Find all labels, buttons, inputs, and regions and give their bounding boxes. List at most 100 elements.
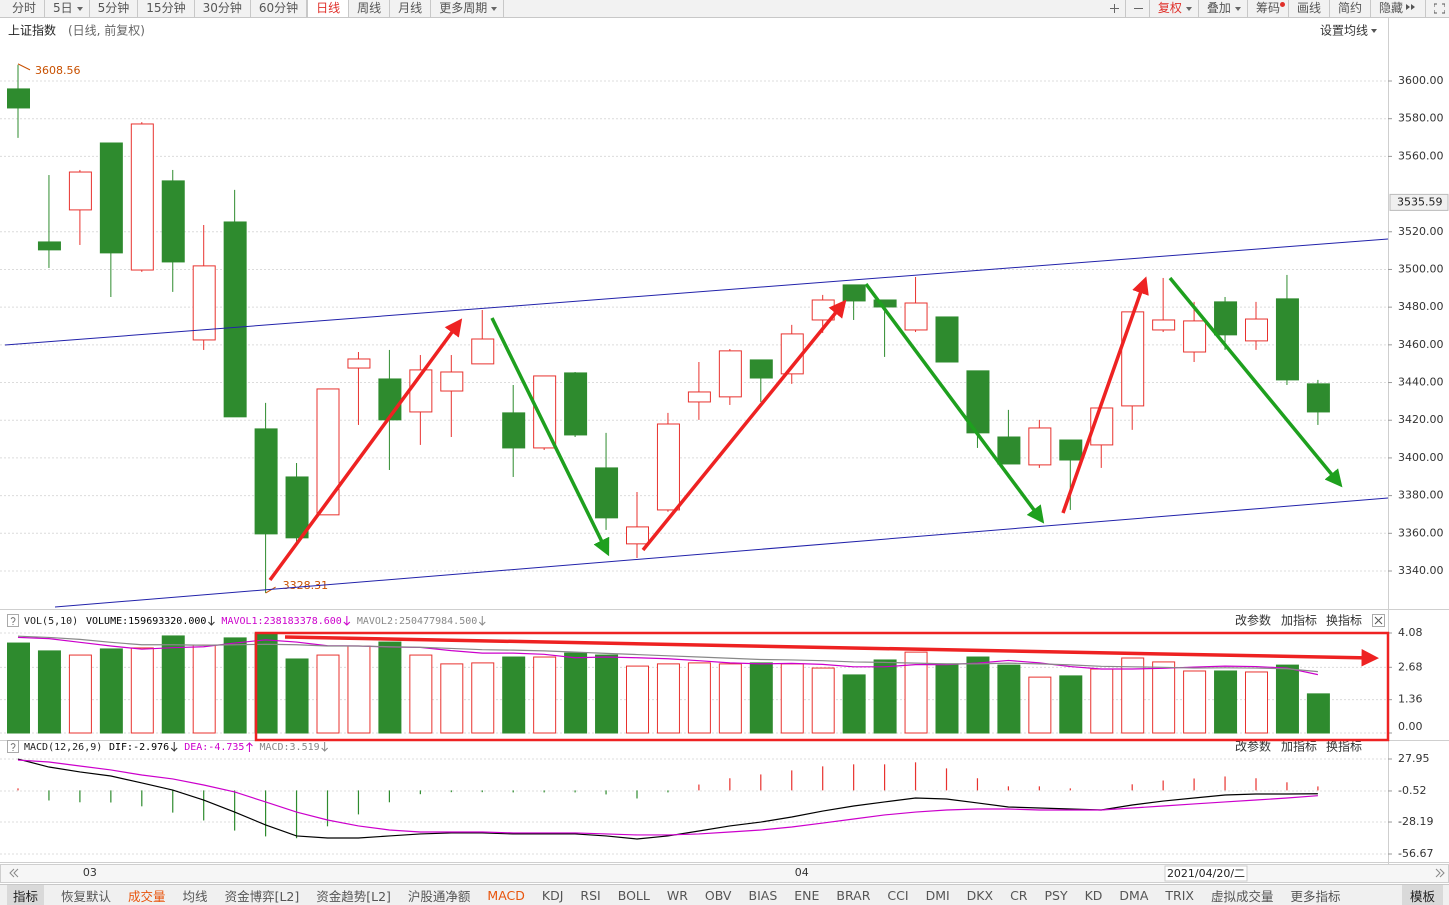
indicator-title: MACD(12,26,9)	[24, 742, 102, 753]
candle-body	[192, 265, 216, 341]
period-tab[interactable]: 30分钟	[195, 0, 251, 17]
indicator-tab[interactable]: TRIX	[1165, 888, 1194, 903]
panel-button[interactable]: 换指标	[1326, 739, 1362, 754]
volume-bar	[1306, 693, 1330, 734]
tool-button[interactable]: 隐藏	[1371, 0, 1426, 17]
volume-bar	[316, 654, 340, 734]
indicator-tab[interactable]: DMA	[1119, 888, 1149, 903]
tool-button[interactable]: 筹码	[1248, 0, 1289, 17]
help-button[interactable]	[7, 614, 19, 627]
indicator-tab[interactable]: DMI	[925, 888, 950, 903]
volume-bar	[687, 662, 711, 734]
indicator-tab[interactable]: MACD	[487, 888, 525, 903]
annotation-pointer	[265, 586, 276, 594]
indicator-tab[interactable]: RSI	[580, 888, 601, 903]
indicator-tab[interactable]: CR	[1010, 888, 1028, 903]
y-tick-label: 3560.00	[1398, 149, 1444, 162]
volume-bar	[1059, 675, 1083, 734]
panel-button[interactable]: 加指标	[1281, 613, 1317, 628]
x-tick-label: 03	[83, 866, 97, 879]
period-tab[interactable]: 分时	[4, 0, 46, 17]
volume-bar	[99, 648, 123, 734]
y-tick-label: 3340.00	[1398, 564, 1444, 577]
period-tab[interactable]: 月线	[390, 0, 432, 17]
chart-subtitle: (日线, 前复权)	[68, 23, 145, 38]
indicator-tab[interactable]: KD	[1084, 888, 1103, 903]
y-tick-label: 3600.00	[1398, 74, 1444, 87]
panel-button[interactable]: 加指标	[1281, 739, 1317, 754]
period-tab[interactable]: 更多周期	[431, 0, 505, 17]
scroll-left[interactable]	[9, 868, 19, 878]
indicator-tab[interactable]: 资金趋势[L2]	[316, 889, 391, 904]
indicator-tab[interactable]: 资金博弈[L2]	[224, 889, 300, 904]
indicator-tab[interactable]: BOLL	[617, 888, 650, 903]
cursor-date-box	[1164, 865, 1248, 882]
indicator-tab[interactable]: OBV	[704, 888, 732, 903]
panel-button[interactable]: 改参数	[1235, 739, 1271, 754]
y-tick-label: 3380.00	[1398, 489, 1444, 502]
period-tab[interactable]: 5日	[45, 0, 90, 17]
indicator-tab[interactable]: BRAR	[836, 888, 871, 903]
period-tab[interactable]: 15分钟	[138, 0, 195, 17]
volume-bar	[656, 663, 680, 734]
indicator-tab[interactable]: 恢复默认	[61, 889, 112, 904]
trend-arrow	[284, 635, 1379, 667]
y-tick-label: 3580.00	[1398, 112, 1444, 125]
indicator-tab[interactable]: 更多指标	[1290, 889, 1341, 904]
indicator-tab[interactable]: ENE	[794, 888, 820, 903]
indicator-tab[interactable]: 模板	[1401, 885, 1443, 905]
tool-button[interactable]: 简约	[1330, 0, 1371, 17]
candle-body	[842, 284, 866, 302]
volume-bar	[873, 659, 897, 734]
panel-button[interactable]: 改参数	[1235, 613, 1271, 628]
period-tabs: 分时 5日 5分钟 15分钟 30分钟 60分钟 日线 周线 月线 更多周期	[4, 0, 505, 17]
candle-body	[935, 316, 959, 363]
indicator-tab[interactable]: WR	[666, 888, 688, 903]
indicator-tab[interactable]: BIAS	[748, 888, 778, 903]
indicator-line	[17, 758, 1318, 840]
period-tab[interactable]: 日线	[307, 0, 350, 17]
period-tab[interactable]: 周线	[349, 0, 391, 17]
tool-button[interactable]: 复权	[1150, 0, 1199, 17]
candle-body	[130, 123, 154, 271]
trend-arrow	[490, 317, 610, 557]
candle-body	[1121, 311, 1145, 407]
indicator-tab[interactable]: PSY	[1044, 888, 1068, 903]
period-tab[interactable]: 60分钟	[251, 0, 308, 17]
indicator-tab[interactable]: 均线	[182, 889, 208, 904]
volume-bar	[7, 642, 30, 734]
indicator-tab[interactable]: CCI	[887, 888, 909, 903]
indicator-tab[interactable]: KDJ	[541, 888, 564, 903]
plus-button[interactable]	[1102, 0, 1126, 17]
indicator-tab[interactable]: 指标	[7, 885, 45, 905]
y-tick-label: 1.36	[1398, 693, 1423, 706]
scroll-right[interactable]	[1435, 868, 1445, 878]
ma-setting[interactable]: 设置均线	[1320, 24, 1368, 38]
volume-bar	[533, 656, 557, 734]
indicator-tab[interactable]: 沪股通净额	[407, 889, 471, 904]
user-drawings	[4, 238, 1390, 742]
candle-body	[1245, 318, 1268, 342]
tool-button[interactable]: 叠加	[1199, 0, 1248, 17]
legend-item: DEA:-4.735	[184, 742, 244, 753]
fullscreen-button[interactable]	[1426, 0, 1449, 17]
indicator-line	[17, 759, 1318, 836]
x-tick-label: 04	[795, 866, 809, 879]
indicator-tab[interactable]: 虚拟成交量	[1210, 889, 1274, 904]
tool-button[interactable]: 画线	[1289, 0, 1330, 17]
trend-arrow	[1168, 276, 1343, 488]
trend-arrow	[268, 318, 463, 582]
panel-button[interactable]: 换指标	[1326, 613, 1362, 628]
plots: 3340.00 3360.00 3380.00 3400.00 3420.00 3440.…	[0, 63, 1449, 882]
help-button[interactable]	[7, 740, 19, 753]
period-tab[interactable]: 5分钟	[90, 0, 139, 17]
candle-body	[656, 423, 680, 511]
indicator-tab[interactable]: DKX	[966, 888, 994, 903]
minus-button[interactable]	[1126, 0, 1150, 17]
indicator-tab[interactable]: 成交量	[128, 889, 166, 904]
volume-bar	[378, 641, 402, 734]
indicator-line	[17, 636, 1319, 676]
candle-body	[718, 350, 742, 398]
candle-body	[68, 171, 92, 211]
y-tick-label: 3440.00	[1398, 376, 1444, 389]
